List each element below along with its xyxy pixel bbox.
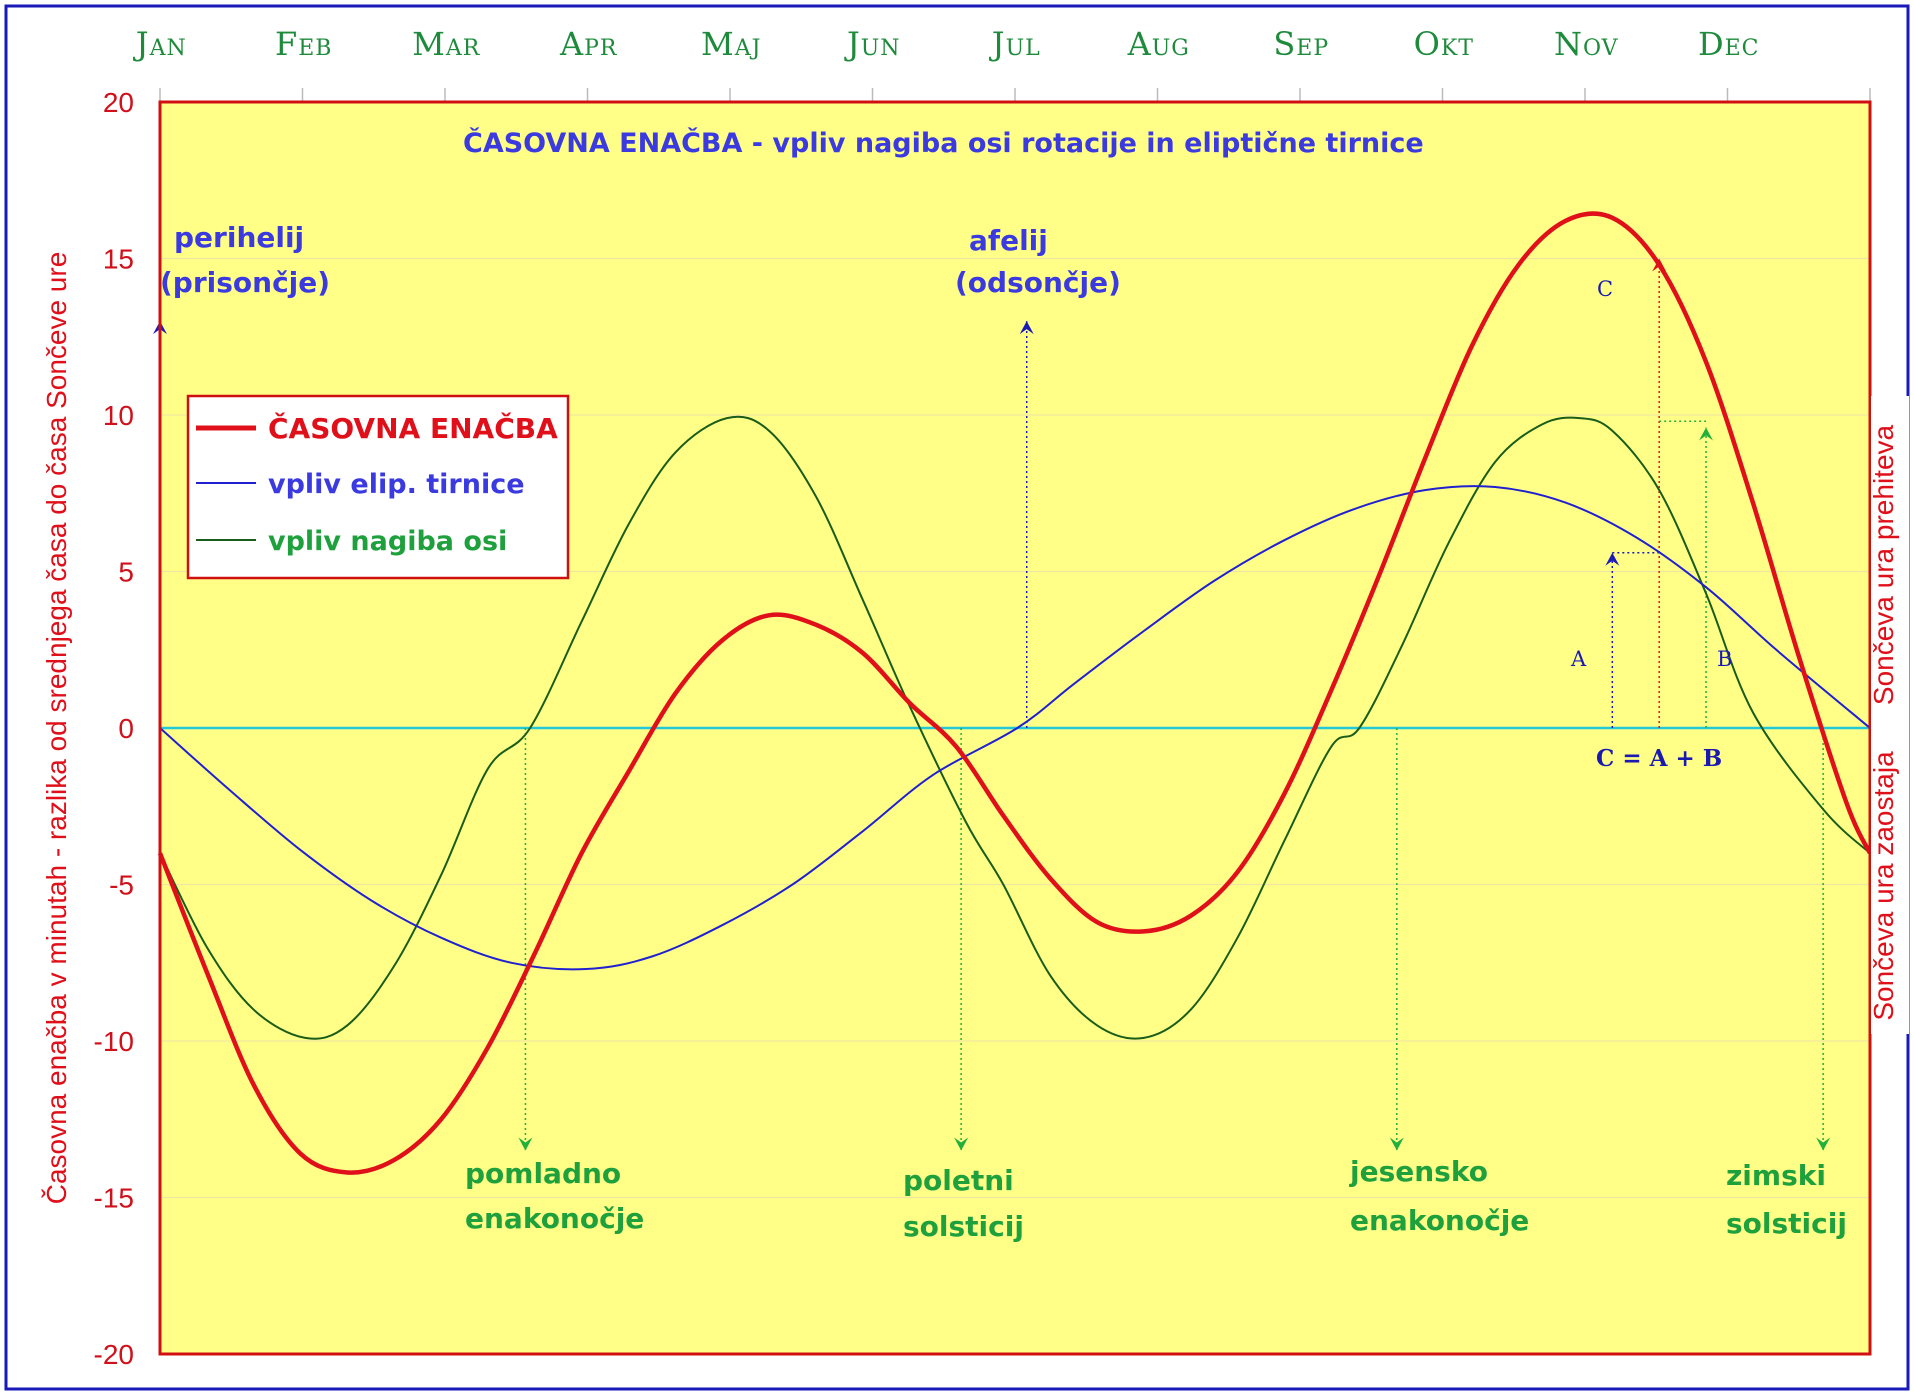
b-arrow-arrowhead xyxy=(1699,427,1714,441)
legend-label-ellipse: vpliv elip. tirnice xyxy=(268,469,525,500)
pomladno-label: pomladno xyxy=(465,1157,621,1190)
spring-equinox-arrow-arrowhead xyxy=(518,1137,533,1151)
prisoncje-label: (prisončje) xyxy=(160,266,330,299)
month-label: Jan xyxy=(133,25,187,63)
y-tick-label: -10 xyxy=(94,1026,134,1057)
formula-label: C = A + B xyxy=(1596,745,1722,772)
y-tick-label: -15 xyxy=(94,1183,134,1214)
month-label: Okt xyxy=(1414,25,1474,63)
month-label: Apr xyxy=(559,25,618,63)
y-axis-label-right-bottom: Sončeva ura zaostaja xyxy=(1868,751,1899,1021)
month-label: Maj xyxy=(701,25,761,63)
month-label: Mar xyxy=(412,25,481,63)
annotation-guides xyxy=(153,258,1831,1151)
c-label: C xyxy=(1597,277,1613,301)
winter-solstice-arrow-arrowhead xyxy=(1816,1137,1831,1151)
month-label: Dec xyxy=(1698,25,1760,63)
gridlines xyxy=(160,101,1870,1355)
y-tick-label: 15 xyxy=(103,244,134,275)
a-arrow-arrowhead xyxy=(1605,552,1620,566)
zimski-solsticij-label: solsticij xyxy=(1726,1207,1847,1240)
month-label: Sep xyxy=(1273,25,1329,63)
legend-label-equation: ČASOVNA ENAČBA xyxy=(268,411,558,445)
jesensko-label: jesensko xyxy=(1349,1155,1488,1188)
perihelij-label: perihelij xyxy=(174,221,304,254)
odsoncje-label: (odsončje) xyxy=(955,266,1121,299)
chart-title: ČASOVNA ENAČBA - vpliv nagiba osi rotaci… xyxy=(463,127,1424,159)
y-tick-labels: 20 15 10 5 0 -5 -10 -15 -20 xyxy=(94,87,134,1370)
zimski-label: zimski xyxy=(1726,1159,1826,1192)
series-lines xyxy=(157,211,1873,1175)
month-label: Jun xyxy=(844,25,901,63)
plot-frame xyxy=(158,100,1872,1356)
legend: ČASOVNA ENAČBA vpliv elip. tirnice vpliv… xyxy=(186,394,570,580)
aphelion-arrow-arrowhead xyxy=(1019,321,1034,335)
summer-solstice-arrow-arrowhead xyxy=(954,1137,969,1151)
y-tick-label: 5 xyxy=(118,557,134,588)
b-label: B xyxy=(1717,647,1732,671)
series-equation-of-time xyxy=(157,211,1873,1175)
pomladno-enakonocje-label: enakonočje xyxy=(465,1202,644,1235)
y-axis-label-right-top: Sončeva ura prehiteva xyxy=(1868,424,1899,705)
afelij-label: afelij xyxy=(969,224,1048,257)
month-ticks xyxy=(159,88,1871,102)
series-ellipse-effect xyxy=(159,485,1871,971)
jesensko-enakonocje-label: enakonočje xyxy=(1350,1204,1529,1237)
legend-label-tilt: vpliv nagiba osi xyxy=(268,526,507,557)
month-labels: Jan Feb Mar Apr Maj Jun Jul Aug Sep Okt Nov Dec xyxy=(133,25,1760,63)
y-axis-label-left: Časovna enačba v minutah - razlika od sr… xyxy=(41,252,72,1205)
y-tick-label: 10 xyxy=(103,400,134,431)
poletni-solsticij-label: solsticij xyxy=(903,1210,1024,1243)
month-label: Feb xyxy=(275,25,332,63)
autumn-equinox-arrow-arrowhead xyxy=(1389,1137,1404,1151)
y-tick-label: 20 xyxy=(103,87,134,118)
series-tilt-effect xyxy=(159,415,1871,1040)
month-label: Nov xyxy=(1554,25,1619,63)
month-label: Jul xyxy=(989,25,1041,63)
poletni-label: poletni xyxy=(903,1164,1014,1197)
month-label: Aug xyxy=(1127,25,1190,63)
y-tick-label: -5 xyxy=(109,870,134,901)
y-tick-label: 0 xyxy=(118,713,134,744)
y-tick-label: -20 xyxy=(94,1339,134,1370)
a-label: A xyxy=(1570,647,1587,671)
right-label-backdrop xyxy=(1871,396,1909,1034)
